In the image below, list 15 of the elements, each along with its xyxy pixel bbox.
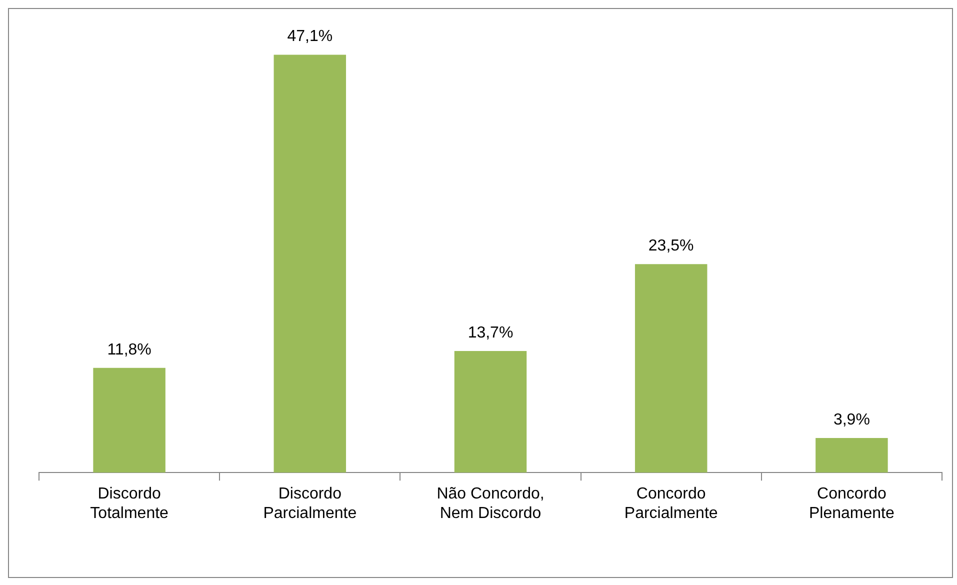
- x-tick-label: Discordo Parcialmente: [263, 486, 357, 522]
- data-label: 11,8%: [107, 341, 152, 358]
- data-label: 3,9%: [833, 411, 870, 428]
- x-tick-label: Discordo Totalmente: [90, 486, 169, 522]
- bar: [634, 264, 708, 473]
- data-label: 47,1%: [287, 28, 333, 46]
- x-tick-label: Não Concordo, Nem Discordo: [436, 486, 544, 522]
- data-label: 13,7%: [468, 324, 514, 342]
- bar: [274, 54, 346, 473]
- data-label: 23,5%: [648, 238, 694, 255]
- bar: [816, 438, 888, 473]
- x-tick-label: Concordo Plenamente: [809, 486, 894, 522]
- bar: [93, 368, 166, 473]
- bar: [454, 351, 527, 473]
- x-tick-label: Concordo Parcialmente: [624, 486, 718, 522]
